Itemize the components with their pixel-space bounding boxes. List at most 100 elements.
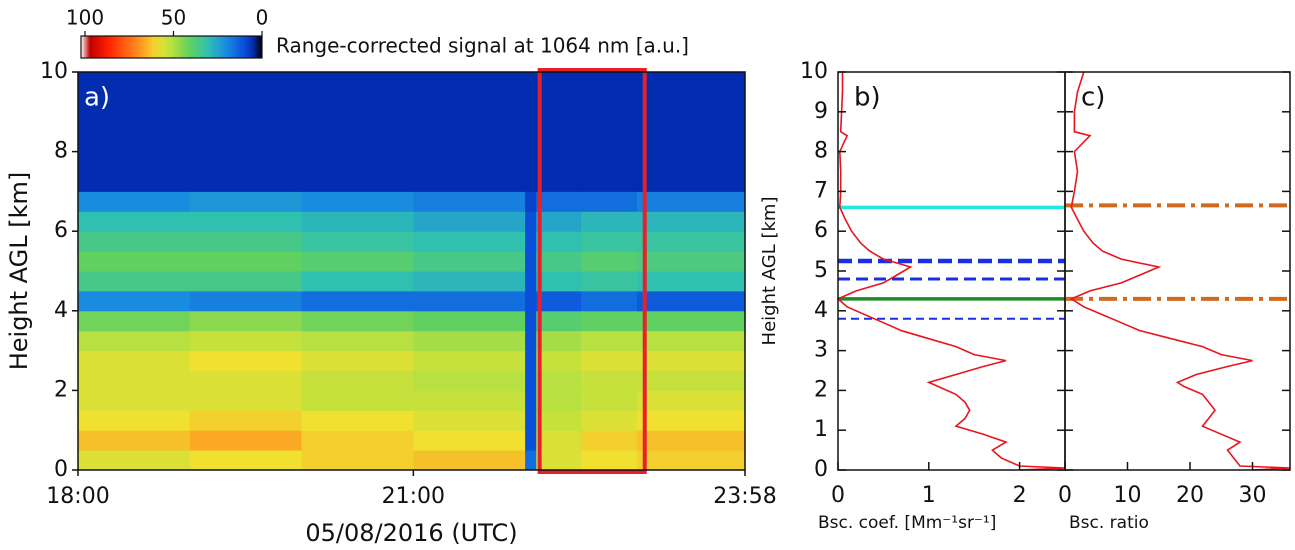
heatmap-cell [636,450,746,471]
heatmap-cell [536,72,582,93]
x-tick-label: 23:58 [713,484,776,509]
heatmap-cell [525,370,537,391]
heatmap-cell [189,330,303,352]
heatmap-cell [301,91,414,113]
y-axis-label: Height AGL [km] [5,172,33,371]
heatmap-cell [301,410,414,431]
heatmap-cell [581,111,638,133]
y-tick-label: 10 [40,59,68,84]
heatmap-cell [636,410,746,431]
heatmap-cell [413,370,526,391]
heatmap-cell [581,91,638,113]
heatmap-cell [536,151,582,172]
y-tick-label: 4 [814,298,828,323]
heatmap-cell [636,191,746,212]
y-tick-label: 10 [800,59,828,84]
heatmap-cell [413,131,526,153]
heatmap-cell [581,390,638,411]
heatmap-cell [581,410,638,431]
heatmap-cell [581,450,638,471]
heatmap-cell [525,290,537,312]
heatmap-cell [189,290,303,312]
heatmap-cell [536,390,582,411]
colorbar [80,35,263,59]
heatmap-cell [301,330,414,352]
highlight-box [537,68,647,474]
heatmap-cell [636,171,746,192]
heatmap-cell [636,430,746,451]
heatmap-cell [636,231,746,252]
heatmap-cell [525,271,537,292]
heatmap-cell [189,111,303,133]
heatmap-cell [301,350,414,371]
heatmap-cell [581,151,638,172]
heatmap-cell [301,430,414,451]
heatmap-cell [525,231,537,252]
profile-line [836,72,1066,471]
heatmap-cell [636,211,746,232]
y-tick-label: 6 [54,218,68,243]
heatmap-cell [536,111,582,133]
heatmap-cell [525,310,537,332]
x-tick-label: 18:00 [46,484,109,509]
heatmap-cell [413,410,526,431]
colorbar-label: Range-corrected signal at 1064 nm [a.u.] [276,34,689,58]
heatmap-cell [636,330,746,352]
heatmap-cell [413,251,526,272]
heatmap-cell [189,211,303,232]
heatmap-cell [301,251,414,272]
heatmap-cell [78,211,191,232]
heatmap-cell [301,450,414,471]
heatmap-cell [189,310,303,332]
heatmap-cell [413,111,526,133]
heatmap-cell [536,131,582,153]
heatmap-cell [301,171,414,192]
y-tick-label: 6 [814,218,828,243]
heatmap-cell [189,251,303,272]
heatmap-cell [78,370,191,391]
heatmap-cell [189,191,303,212]
heatmap-cell [78,131,191,153]
plot-frame [1064,71,1291,471]
heatmap-cell [301,310,414,332]
heatmap-cell [413,191,526,212]
x-tick-label: 20 [1176,483,1204,508]
y-tick-label: 2 [54,377,68,402]
heatmap-cell [301,271,414,292]
heatmap-cell [636,111,746,133]
y-axis-label: Height AGL [km] [759,197,780,346]
heatmap-cell [581,72,638,93]
heatmap-cell [636,310,746,332]
x-axis-label: Bsc. coef. [Mm⁻¹sr⁻¹] [818,513,996,533]
heatmap-cell [581,430,638,451]
heatmap-cell [413,390,526,411]
heatmap-cell [301,151,414,172]
heatmap-cell [189,72,303,93]
heatmap-cell [525,350,537,371]
heatmap-cell [581,191,638,212]
heatmap-cell [581,310,638,332]
heatmap-cell [189,370,303,391]
heatmap-cell [78,171,191,192]
heatmap-cell [413,231,526,252]
heatmap-cell [413,290,526,312]
heatmap-cell [581,131,638,153]
heatmap-cell [536,410,582,431]
heatmap-cell [525,251,537,272]
heatmap-cell [525,330,537,352]
heatmap-cell [301,191,414,212]
y-tick-label: 5 [814,258,828,283]
y-tick-label: 0 [814,457,828,482]
heatmap-cell [636,390,746,411]
heatmap-cell [536,310,582,332]
y-tick-label: 4 [54,298,68,323]
panel-label: b) [854,83,881,113]
heatmap-cell [581,370,638,391]
heatmap-cell [413,450,526,471]
heatmap-cell [536,271,582,292]
heatmap-cell [78,91,191,113]
heatmap-cell [189,131,303,153]
heatmap-cell [525,410,537,431]
heatmap-cell [413,211,526,232]
